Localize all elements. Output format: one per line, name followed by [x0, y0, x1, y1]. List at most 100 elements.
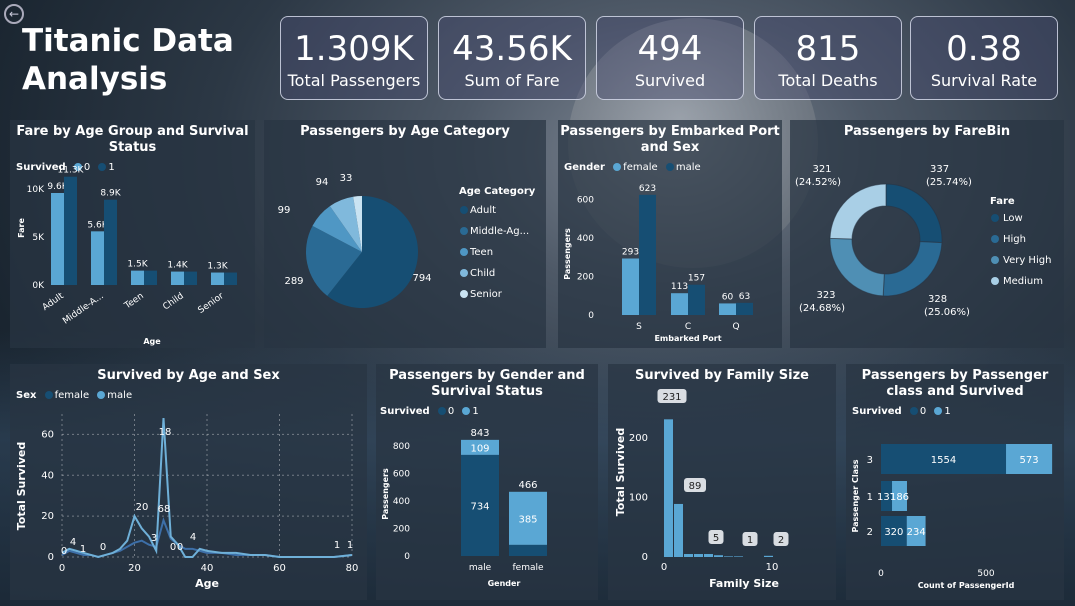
data-label: 794 — [412, 273, 431, 284]
data-label: (24.52%) — [795, 177, 841, 188]
donut-slice — [829, 183, 887, 240]
total-label: 843 — [470, 428, 489, 439]
chart-farebin-donut: 337 (25.74%) 328 (25.06%) 323 (24.68%) 321 (24.… — [795, 164, 1051, 318]
data-label: 11.3K — [58, 166, 85, 176]
data-label: 1 — [747, 535, 753, 546]
x-axis-label: Age — [195, 577, 219, 590]
x-tick-label: Middle-A... — [61, 291, 106, 326]
chart-title: Survived by Family Size — [635, 368, 809, 383]
pie-slice — [327, 196, 418, 308]
y-tick-label: 60 — [41, 429, 54, 440]
data-label: 33 — [340, 173, 353, 184]
chart-passenger-class: 0 500 Passenger Class Count of PassengerId 1… — [851, 444, 1053, 590]
data-label: 60 — [722, 292, 734, 302]
kpi-label: Total Passengers — [287, 71, 421, 90]
legend-item: Teen — [469, 247, 493, 258]
data-label: 68 — [158, 504, 171, 515]
x-axis-label: Count of PassengerId — [918, 581, 1015, 590]
data-label: 1.5K — [127, 260, 148, 270]
data-label: 63 — [739, 292, 750, 302]
back-arrow-icon[interactable]: ← — [4, 4, 24, 24]
chart-title: Fare by Age Group and Survival Status — [16, 124, 249, 155]
data-label: 0 — [61, 546, 67, 557]
y-tick-label: 3 — [867, 455, 873, 466]
legend-item[interactable]: 1 — [944, 406, 951, 417]
y-tick-label: 200 — [629, 433, 648, 444]
bar — [688, 284, 705, 315]
bar — [639, 194, 656, 315]
legend-title: Survived — [16, 162, 66, 173]
data-label: (25.74%) — [926, 177, 972, 188]
data-label: 2 — [778, 535, 784, 546]
chart-title: Passengers by Age Category — [300, 124, 510, 139]
y-axis-label: Total Survived — [614, 428, 627, 517]
legend-item[interactable]: 0 — [83, 162, 91, 173]
legend-marker — [991, 277, 999, 285]
data-label: 623 — [639, 184, 656, 194]
legend-item[interactable]: 0 — [919, 406, 927, 417]
legend-item[interactable]: 1 — [108, 162, 115, 173]
bar-segment — [1006, 444, 1053, 474]
y-axis-label: Passenger Class — [851, 459, 860, 532]
y-tick-label: 1 — [867, 492, 873, 503]
bar — [714, 555, 723, 557]
x-axis-label: Embarked Port — [654, 334, 721, 343]
pie-slice — [353, 196, 362, 252]
data-label: 323 — [816, 290, 835, 301]
chart-title: Passengers by FareBin — [843, 124, 1011, 139]
kpi-label: Total Deaths — [778, 71, 878, 90]
data-label-box — [708, 530, 724, 544]
legend-title: Fare — [990, 196, 1015, 207]
data-label: 5.6K — [87, 220, 108, 230]
legend-item[interactable]: male — [107, 390, 133, 401]
data-label-box — [742, 532, 758, 546]
bar-segment — [892, 481, 907, 511]
chart-fare-by-age: 0K 5K 10K Fare Age 9.6K 11.3K Adult 5.6K 8.9K Midd… — [17, 166, 237, 346]
x-tick-label: 0 — [661, 562, 667, 573]
panel-embarked-port: Passengers by Embarked Port and Sex Gend… — [558, 120, 782, 348]
y-tick-label: 200 — [577, 272, 594, 282]
legend-item[interactable]: female — [623, 162, 658, 173]
data-label: 328 — [928, 294, 947, 305]
x-tick-label: Teen — [122, 291, 146, 312]
data-label: 1 — [347, 540, 353, 551]
x-tick-label: 10 — [766, 562, 779, 573]
y-tick-label: 600 — [393, 469, 410, 479]
data-label: 0 — [170, 542, 176, 553]
data-label: 320 — [884, 527, 903, 538]
data-label: 18 — [159, 427, 172, 438]
legend-item: Medium — [1003, 276, 1043, 287]
bar — [736, 302, 753, 315]
kpi-label: Survival Rate — [930, 71, 1038, 90]
data-label: 0 — [177, 542, 183, 553]
legend-item[interactable]: male — [675, 162, 701, 173]
title-line-1: Titanic Data — [22, 23, 234, 59]
legend-item[interactable]: 1 — [472, 406, 479, 417]
legend-item[interactable]: female — [54, 390, 90, 401]
legend-item[interactable]: 0 — [447, 406, 455, 417]
y-tick-label: 0 — [48, 552, 54, 563]
y-tick-label: 10K — [27, 185, 45, 195]
y-tick-label: 800 — [393, 442, 410, 452]
legend-item: Child — [470, 268, 495, 279]
panel-fare-by-age-group: Fare by Age Group and Survival Status Su… — [10, 120, 255, 348]
bar — [671, 293, 688, 315]
kpi-value: 815 — [795, 29, 861, 69]
bar — [704, 554, 713, 557]
panel-gender-survival: Passengers by Gender and Survival Status… — [376, 364, 598, 600]
data-label: 94 — [316, 177, 329, 188]
bar — [664, 419, 673, 557]
x-tick-label: Q — [732, 322, 739, 332]
data-label: 137 — [877, 492, 896, 503]
kpi-value: 0.38 — [946, 29, 1022, 69]
bar-segment — [881, 481, 893, 511]
y-tick-label: 40 — [41, 470, 54, 481]
data-label-box — [657, 389, 687, 403]
x-tick-label: male — [469, 563, 492, 573]
data-label: 1.3K — [207, 262, 228, 272]
x-axis-label: Family Size — [709, 577, 779, 590]
bar — [184, 271, 197, 285]
x-tick-label: 60 — [273, 563, 286, 574]
bar-segment — [881, 516, 907, 546]
